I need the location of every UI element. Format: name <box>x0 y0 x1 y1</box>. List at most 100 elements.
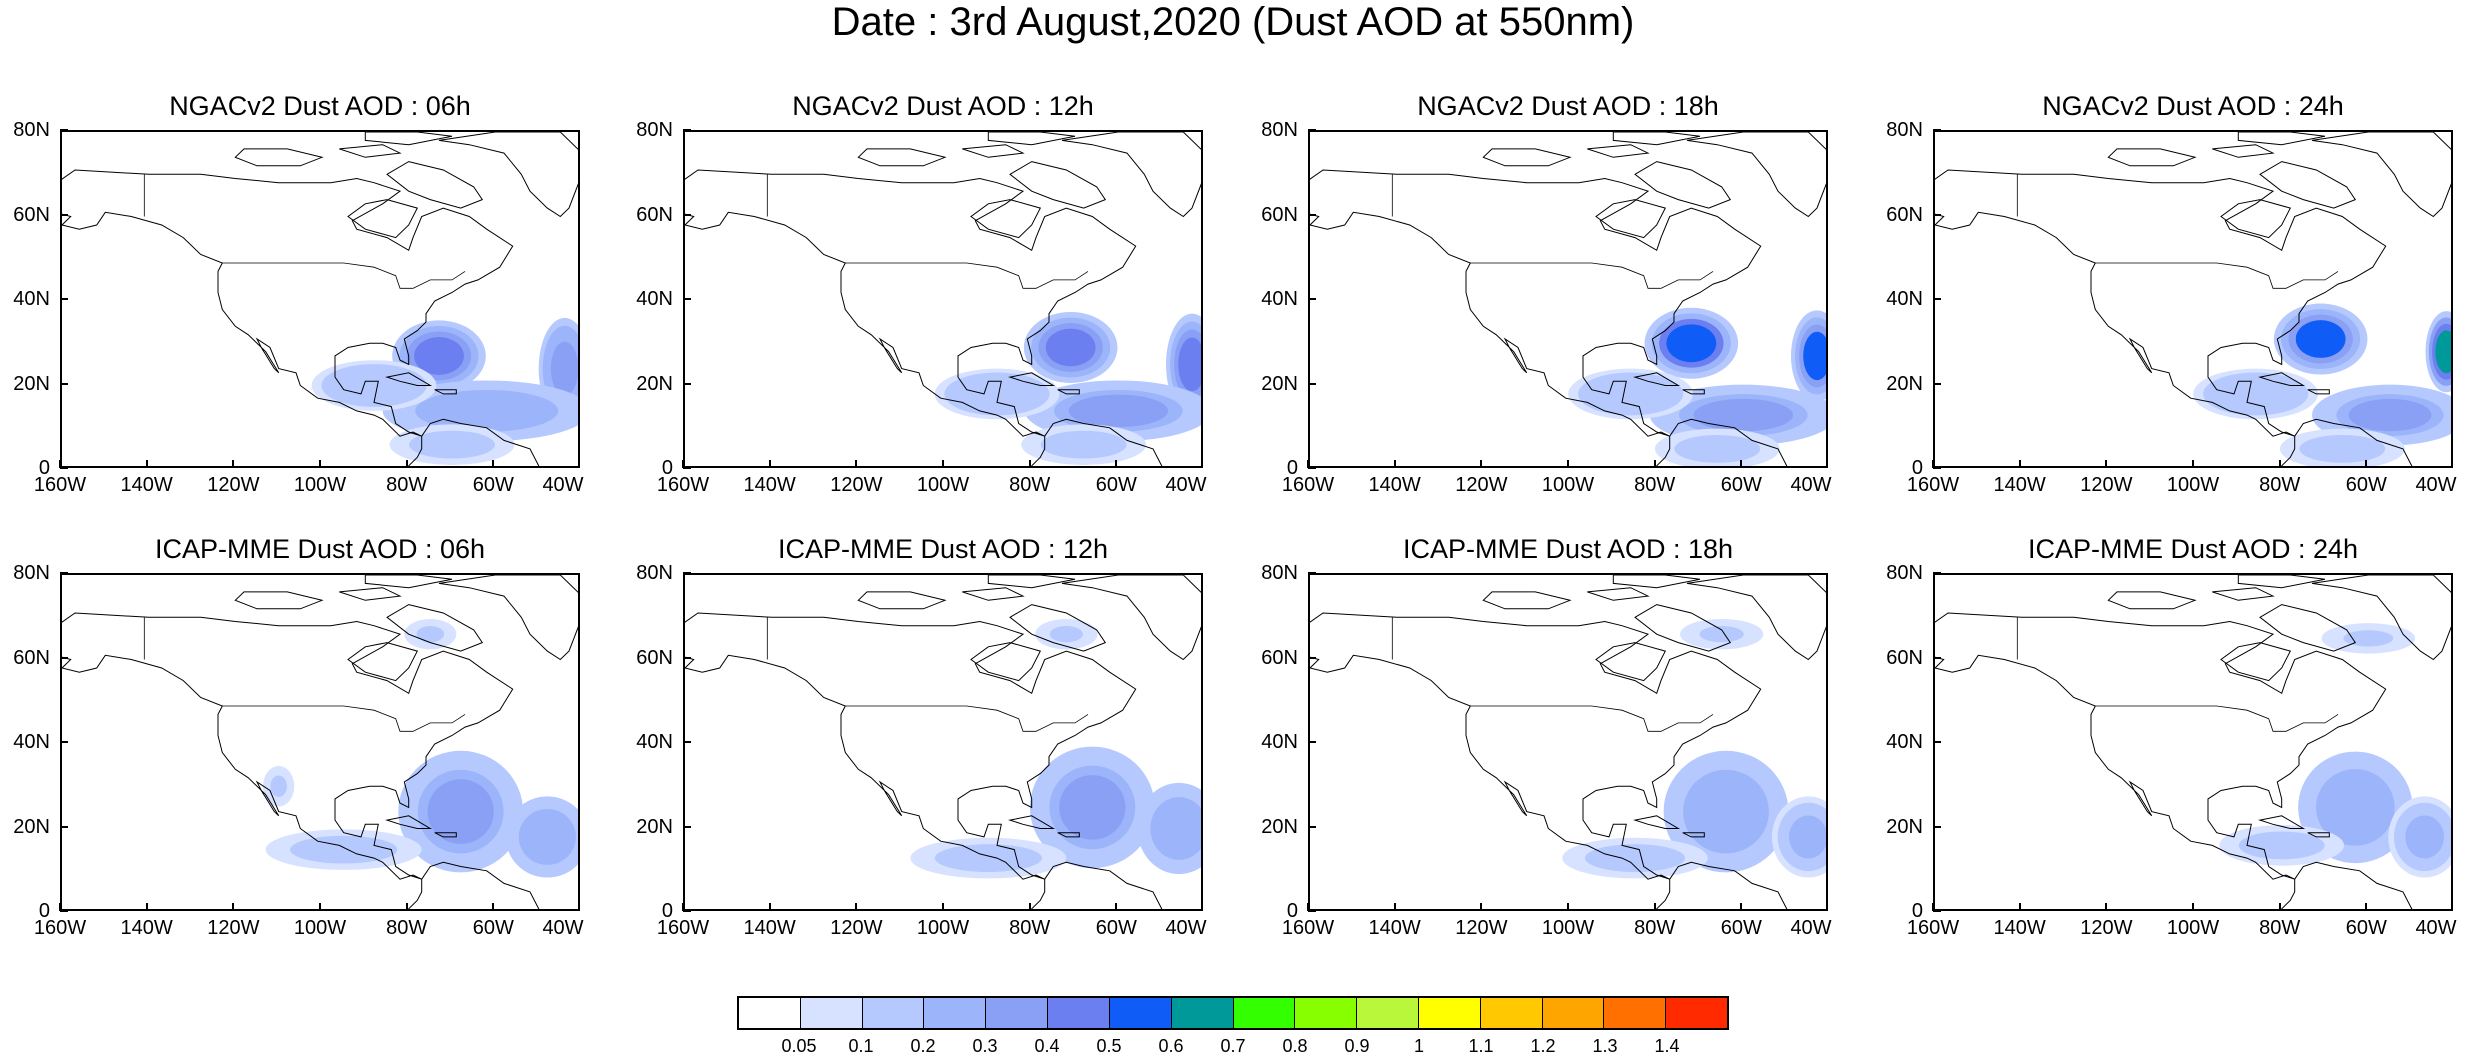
coastline <box>1061 575 1201 661</box>
lon-tick-mark <box>2278 903 2281 911</box>
lat-tick-mark <box>60 656 68 659</box>
dust-aod-field <box>963 380 1031 408</box>
dust-aod-field <box>1666 324 1717 363</box>
lat-tick-mark <box>683 129 691 131</box>
lon-tick-label: 100W <box>293 917 347 939</box>
country-border <box>2095 262 2339 289</box>
lat-tick-label: 0 <box>661 900 673 922</box>
lat-tick-label: 0 <box>661 457 673 479</box>
lon-tick-mark <box>1393 903 1396 911</box>
lon-tick-mark <box>578 460 580 468</box>
lon-tick-label: 60W <box>2345 474 2387 496</box>
lon-tick-label: 80W <box>1634 474 1676 496</box>
coastline <box>1633 372 1681 386</box>
lon-tick-label: 120W <box>2080 474 2133 496</box>
coastline <box>2311 132 2451 218</box>
lon-tick-label: 60W <box>1095 474 1137 496</box>
dust-aod-field <box>550 341 578 396</box>
lon-tick-mark <box>1480 460 1483 468</box>
lon-tick-mark <box>1740 903 1743 911</box>
map-panel: NGACv2 Dust AOD : 06h 80N 60N 40N 20N 0 160W 14… <box>13 90 583 510</box>
lat-tick-label: 0 <box>1286 900 1298 922</box>
coastline <box>339 144 402 158</box>
colorbar-swatch <box>1542 998 1605 1028</box>
lat-tick-mark <box>1933 825 1941 828</box>
lat-tick-mark <box>1933 382 1941 385</box>
lat-tick-mark <box>60 741 68 743</box>
coastline <box>1587 144 1650 158</box>
dust-aod-field <box>525 815 570 859</box>
coastline <box>1008 372 1056 386</box>
dust-aod-field <box>2348 398 2432 432</box>
coastline <box>2220 199 2292 239</box>
lon-tick-mark <box>405 903 408 911</box>
coastline <box>1686 132 1826 218</box>
country-border <box>222 262 466 289</box>
lat-tick-label: 0 <box>38 457 50 479</box>
lat-tick-label: 40N <box>1886 731 1923 753</box>
dust-aod-field <box>2324 777 2386 837</box>
lon-tick-label: 120W <box>2080 917 2133 939</box>
lon-tick-label: 100W <box>916 917 970 939</box>
lon-tick-label: 40W <box>1165 917 1207 939</box>
coastline <box>364 132 453 146</box>
lon-tick-mark <box>1480 903 1483 911</box>
panel-title: NGACv2 Dust AOD : 06h <box>169 91 471 121</box>
coastline <box>364 575 453 589</box>
lon-tick-mark <box>682 903 684 911</box>
map-svg <box>1310 132 1826 466</box>
lon-tick-mark <box>2105 460 2108 468</box>
map-area <box>683 130 1203 468</box>
lat-tick-mark <box>1933 656 1941 659</box>
lat-tick-mark <box>1933 467 1941 469</box>
dust-aod-field <box>414 337 464 375</box>
map-area <box>60 130 580 468</box>
dust-aod-field <box>418 433 486 456</box>
coastline <box>1935 612 2387 880</box>
lat-tick-mark <box>1933 298 1941 300</box>
lat-tick-mark <box>683 910 691 912</box>
coastline <box>385 372 433 386</box>
lon-tick-mark <box>1115 903 1118 911</box>
lat-tick-mark <box>683 572 691 574</box>
lat-tick-mark <box>1933 910 1941 912</box>
colorbar-swatch <box>1418 998 1481 1028</box>
lon-tick-mark <box>492 460 495 468</box>
colorbar-swatch <box>1604 998 1667 1028</box>
coastline <box>347 642 419 682</box>
coastline <box>1595 642 1667 682</box>
coastline <box>2281 418 2413 466</box>
coastline <box>1595 199 1667 239</box>
lat-tick-label: 40N <box>13 731 50 753</box>
dust-aod-field <box>2295 320 2346 358</box>
lon-tick-label: 40W <box>1790 917 1832 939</box>
lon-tick-mark <box>2192 460 2194 468</box>
coastline <box>434 389 457 395</box>
map-panel: NGACv2 Dust AOD : 24h 80N 60N 40N 20N 0 160W 14… <box>1886 90 2456 510</box>
coastline <box>1310 169 1762 437</box>
lon-tick-mark <box>768 460 771 468</box>
coastline <box>234 591 324 610</box>
colorbar-tick-label: 1.3 <box>1592 1036 1618 1056</box>
aod-colorbar <box>737 996 1729 1030</box>
lon-tick-mark <box>1307 903 1309 911</box>
lat-tick-mark <box>1308 467 1316 469</box>
coastline <box>386 604 484 652</box>
lat-tick-label: 20N <box>1261 372 1298 395</box>
lon-tick-label: 120W <box>830 474 883 496</box>
coastline <box>385 815 433 829</box>
colorbar-tick-label: 0.2 <box>910 1036 936 1056</box>
lat-tick-mark <box>1933 129 1941 131</box>
colorbar-tick-label: 0.5 <box>1096 1036 1122 1056</box>
coastline <box>2307 389 2330 395</box>
colorbar-tick-label: 0.4 <box>1034 1036 1060 1056</box>
lon-tick-mark <box>1740 460 1743 468</box>
lon-tick-mark <box>1393 460 1396 468</box>
lat-tick-label: 40N <box>1261 288 1298 310</box>
figure-title: Date : 3rd August,2020 (Dust AOD at 550n… <box>831 0 1635 44</box>
lat-tick-mark <box>683 741 691 743</box>
panel-title: ICAP-MME Dust AOD : 12h <box>777 534 1109 564</box>
lon-tick-mark <box>1567 460 1569 468</box>
coastline <box>2281 861 2413 909</box>
lon-tick-label: 100W <box>916 474 970 496</box>
